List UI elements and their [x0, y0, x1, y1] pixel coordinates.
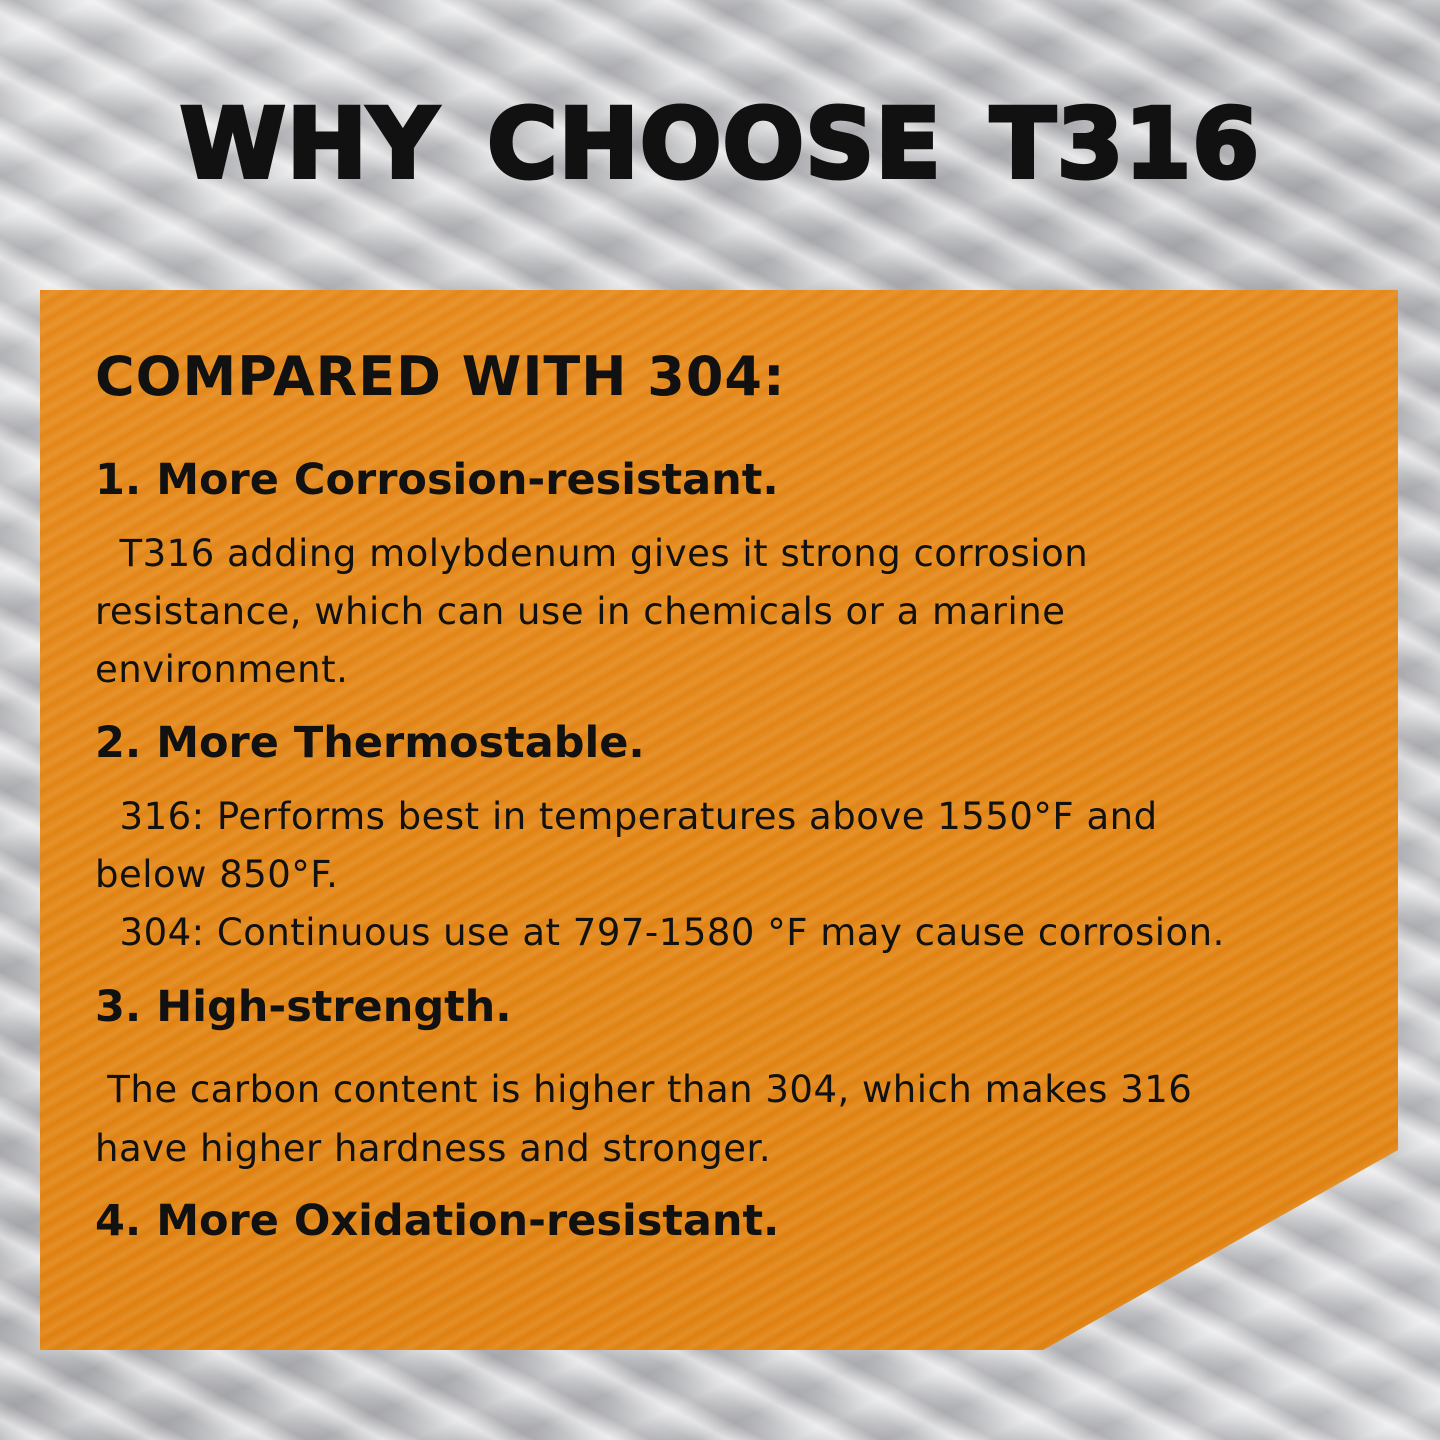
orange-panel: [40, 290, 1398, 1350]
comparison-heading: COMPARED WITH 304:: [95, 345, 786, 408]
item-2-title: 2. More Thermostable.: [95, 718, 645, 768]
item-3-title: 3. High-strength.: [95, 982, 512, 1032]
page-title: WHY CHOOSE T316: [178, 86, 1261, 202]
item-1-line: environment.: [95, 648, 349, 691]
item-1-title: 1. More Corrosion-resistant.: [95, 455, 779, 505]
item-3-line: The carbon content is higher than 304, w…: [95, 1068, 1193, 1111]
item-2-line: 304: Continuous use at 797-1580 °F may c…: [95, 911, 1225, 954]
item-2-line: 316: Performs best in temperatures above…: [95, 795, 1158, 838]
item-4-title: 4. More Oxidation-resistant.: [95, 1196, 780, 1246]
item-1-line: T316 adding molybdenum gives it strong c…: [95, 532, 1089, 575]
item-2-line: below 850°F.: [95, 853, 339, 896]
item-1-line: resistance, which can use in chemicals o…: [95, 590, 1066, 633]
item-3-line: have higher hardness and stronger.: [95, 1127, 772, 1170]
